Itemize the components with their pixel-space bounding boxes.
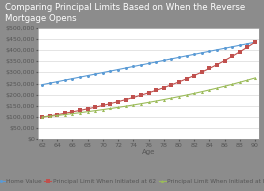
Home Value — [56, 80, 59, 83]
Principal Limit When Initiated at Higher Ages — [124, 105, 127, 107]
Home Value — [154, 61, 158, 63]
Principal Limit When Initiated at 62 — [223, 59, 226, 62]
Principal Limit When Initiated at 62 — [86, 108, 89, 110]
Principal Limit When Initiated at 62 — [147, 92, 150, 94]
Principal Limit When Initiated at Higher Ages — [94, 109, 97, 112]
Home Value — [63, 79, 67, 81]
Principal Limit When Initiated at 62 — [101, 104, 105, 107]
Principal Limit When Initiated at 62 — [162, 87, 165, 89]
Home Value — [177, 56, 181, 58]
Principal Limit When Initiated at Higher Ages — [177, 96, 181, 98]
Principal Limit When Initiated at 62 — [170, 84, 173, 86]
Principal Limit When Initiated at Higher Ages — [170, 97, 173, 99]
Home Value — [200, 52, 203, 54]
Principal Limit When Initiated at 62 — [78, 109, 82, 112]
Principal Limit When Initiated at Higher Ages — [56, 114, 59, 117]
Home Value — [101, 71, 105, 74]
Principal Limit When Initiated at Higher Ages — [48, 115, 51, 117]
Home Value — [192, 53, 196, 56]
Principal Limit When Initiated at Higher Ages — [253, 77, 257, 79]
Principal Limit When Initiated at 62 — [124, 99, 127, 101]
Principal Limit When Initiated at 62 — [132, 96, 135, 99]
Home Value — [170, 58, 173, 60]
Principal Limit When Initiated at 62 — [94, 106, 97, 108]
Home Value — [71, 78, 74, 80]
Home Value — [78, 76, 82, 78]
Principal Limit When Initiated at 62 — [192, 74, 196, 77]
Principal Limit When Initiated at 62 — [185, 78, 188, 80]
Principal Limit When Initiated at 62 — [200, 71, 203, 73]
Home Value — [86, 74, 89, 77]
Principal Limit When Initiated at 62 — [177, 81, 181, 83]
Principal Limit When Initiated at Higher Ages — [215, 87, 219, 89]
Principal Limit When Initiated at Higher Ages — [238, 81, 241, 83]
Home Value — [147, 62, 150, 65]
Principal Limit When Initiated at Higher Ages — [185, 94, 188, 96]
X-axis label: Age: Age — [142, 149, 155, 155]
Home Value — [48, 82, 51, 84]
Principal Limit When Initiated at Higher Ages — [139, 103, 143, 105]
Principal Limit When Initiated at Higher Ages — [200, 91, 203, 93]
Principal Limit When Initiated at Higher Ages — [246, 79, 249, 81]
Home Value — [230, 46, 234, 48]
Home Value — [94, 73, 97, 75]
Text: Comparing Principal Limits Based on When the Reverse Mortgage Opens: Comparing Principal Limits Based on When… — [5, 3, 246, 23]
Home Value — [162, 59, 165, 62]
Line: Principal Limit When Initiated at 62: Principal Limit When Initiated at 62 — [41, 41, 256, 119]
Principal Limit When Initiated at 62 — [109, 102, 112, 105]
Home Value — [208, 50, 211, 53]
Principal Limit When Initiated at 62 — [63, 112, 67, 114]
Principal Limit When Initiated at 62 — [215, 64, 219, 66]
Principal Limit When Initiated at Higher Ages — [86, 111, 89, 113]
Home Value — [124, 67, 127, 69]
Principal Limit When Initiated at Higher Ages — [154, 100, 158, 102]
Legend: Home Value, Principal Limit When Initiated at 62, Principal Limit When Initiated: Home Value, Principal Limit When Initiat… — [0, 178, 264, 184]
Home Value — [246, 43, 249, 45]
Principal Limit When Initiated at Higher Ages — [78, 112, 82, 114]
Home Value — [116, 68, 120, 71]
Principal Limit When Initiated at 62 — [139, 94, 143, 96]
Principal Limit When Initiated at 62 — [253, 41, 257, 43]
Home Value — [185, 55, 188, 57]
Home Value — [253, 41, 257, 43]
Principal Limit When Initiated at 62 — [154, 89, 158, 91]
Home Value — [223, 47, 226, 49]
Principal Limit When Initiated at Higher Ages — [223, 85, 226, 87]
Principal Limit When Initiated at Higher Ages — [101, 108, 105, 111]
Line: Principal Limit When Initiated at Higher Ages: Principal Limit When Initiated at Higher… — [41, 76, 256, 119]
Principal Limit When Initiated at 62 — [116, 100, 120, 103]
Principal Limit When Initiated at Higher Ages — [71, 112, 74, 115]
Principal Limit When Initiated at Higher Ages — [162, 98, 165, 101]
Principal Limit When Initiated at 62 — [230, 55, 234, 57]
Principal Limit When Initiated at 62 — [246, 46, 249, 48]
Home Value — [109, 70, 112, 72]
Principal Limit When Initiated at Higher Ages — [116, 106, 120, 108]
Principal Limit When Initiated at Higher Ages — [147, 101, 150, 104]
Line: Home Value: Home Value — [41, 41, 256, 86]
Principal Limit When Initiated at 62 — [56, 113, 59, 116]
Home Value — [215, 49, 219, 51]
Principal Limit When Initiated at 62 — [238, 51, 241, 53]
Home Value — [40, 83, 44, 86]
Principal Limit When Initiated at 62 — [208, 67, 211, 70]
Principal Limit When Initiated at Higher Ages — [230, 83, 234, 85]
Principal Limit When Initiated at Higher Ages — [192, 92, 196, 95]
Principal Limit When Initiated at Higher Ages — [109, 107, 112, 110]
Principal Limit When Initiated at Higher Ages — [40, 116, 44, 118]
Home Value — [139, 64, 143, 66]
Home Value — [238, 44, 241, 46]
Principal Limit When Initiated at Higher Ages — [132, 104, 135, 106]
Principal Limit When Initiated at Higher Ages — [63, 113, 67, 116]
Principal Limit When Initiated at 62 — [71, 111, 74, 113]
Principal Limit When Initiated at 62 — [48, 115, 51, 117]
Home Value — [132, 65, 135, 68]
Principal Limit When Initiated at 62 — [40, 116, 44, 118]
Principal Limit When Initiated at Higher Ages — [208, 89, 211, 91]
